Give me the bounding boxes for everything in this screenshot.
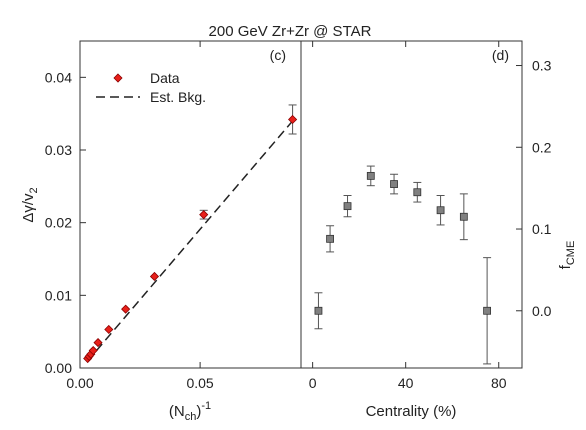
panel-c-y-tick-label: 0.00 — [45, 360, 72, 376]
panel-d-y-axis-title-sub: CME — [565, 241, 577, 265]
panel-c-x-axis-title-open: (N — [169, 403, 185, 420]
panel-d-y-tick-label: 0.0 — [532, 303, 552, 319]
panel-d-y-tick-label: 0.2 — [532, 139, 552, 155]
panel-d-y-tick-label: 0.3 — [532, 58, 552, 74]
panel-c-y-tick-label: 0.03 — [45, 142, 72, 158]
panel-c: (c) 0.00 0.05 0.00 0.01 0.02 0.03 0.04 Data E… — [20, 40, 302, 423]
data-point — [121, 304, 131, 314]
data-point — [88, 345, 98, 356]
panel-c-x-axis-title-sub: ch — [185, 411, 197, 423]
panel-c-label: (c) — [270, 47, 286, 63]
panel-d: (d) 0 40 80 0.0 0.1 0.2 0.3 fCME Centrality (… — [300, 40, 577, 420]
background-estimate-line — [86, 120, 294, 362]
panel-c-x-tick-label: 0.00 — [66, 375, 93, 391]
data-point — [149, 271, 160, 282]
panel-d-x-tick-label: 80 — [491, 375, 507, 391]
figure-title: 200 GeV Zr+Zr @ STAR — [209, 23, 372, 40]
background-line-layer — [86, 120, 294, 362]
panel-d-label: (d) — [492, 47, 509, 63]
legend: Data Est. Bkg. — [96, 70, 206, 105]
data-points-layer — [83, 104, 298, 364]
panel-c-y-axis-title: Δγ/v2 — [20, 187, 40, 222]
panel-c-y-tick-label: 0.02 — [45, 215, 72, 231]
data-point — [104, 324, 114, 335]
fcme-point — [483, 306, 492, 315]
legend-data-marker — [113, 73, 123, 83]
panel-d-x-axis-title: Centrality (%) — [366, 403, 457, 420]
panel-d-x-tick-label: 0 — [309, 375, 317, 391]
panel-c-y-tick-label: 0.04 — [45, 69, 72, 85]
panel-d-y-axis-title-main: f — [557, 264, 574, 269]
panel-d-y-tick-label: 0.1 — [532, 221, 552, 237]
fcme-point — [390, 180, 398, 188]
legend-bkg-label: Est. Bkg. — [150, 89, 206, 105]
panel-c-x-tick-label: 0.05 — [186, 375, 213, 391]
fcme-points-layer — [314, 165, 492, 365]
panel-d-y-axis-title: fCME — [557, 241, 577, 270]
panel-c-y-axis-title-sub: 2 — [28, 187, 40, 193]
fcme-point — [413, 188, 422, 197]
data-point — [93, 338, 103, 348]
panel-c-y-ticks: 0.00 0.01 0.02 0.03 0.04 — [45, 69, 86, 376]
legend-data-label: Data — [150, 70, 180, 86]
panel-c-x-axis-title-sup: -1 — [201, 400, 211, 412]
panel-c-x-ticks: 0.00 0.05 — [66, 41, 214, 391]
fcme-point — [326, 234, 334, 243]
data-point — [199, 210, 209, 220]
panel-c-x-axis-title: (Nch)-1 — [169, 400, 211, 423]
panel-d-y-ticks: 0.0 0.1 0.2 0.3 — [516, 58, 552, 319]
panel-d-x-ticks: 0 40 80 — [309, 41, 507, 391]
fcme-point — [314, 306, 323, 315]
fcme-point — [366, 171, 375, 180]
panel-d-frame — [300, 40, 523, 369]
data-point — [288, 114, 298, 125]
fcme-point — [459, 212, 468, 221]
fcme-point — [436, 206, 445, 215]
panel-c-y-tick-label: 0.01 — [45, 287, 72, 303]
panel-c-y-axis-title-main: Δγ/v — [20, 193, 37, 223]
fcme-point — [343, 202, 352, 211]
panel-d-x-tick-label: 40 — [398, 375, 414, 391]
panel-c-x-axis-title-close: ) — [196, 403, 201, 420]
